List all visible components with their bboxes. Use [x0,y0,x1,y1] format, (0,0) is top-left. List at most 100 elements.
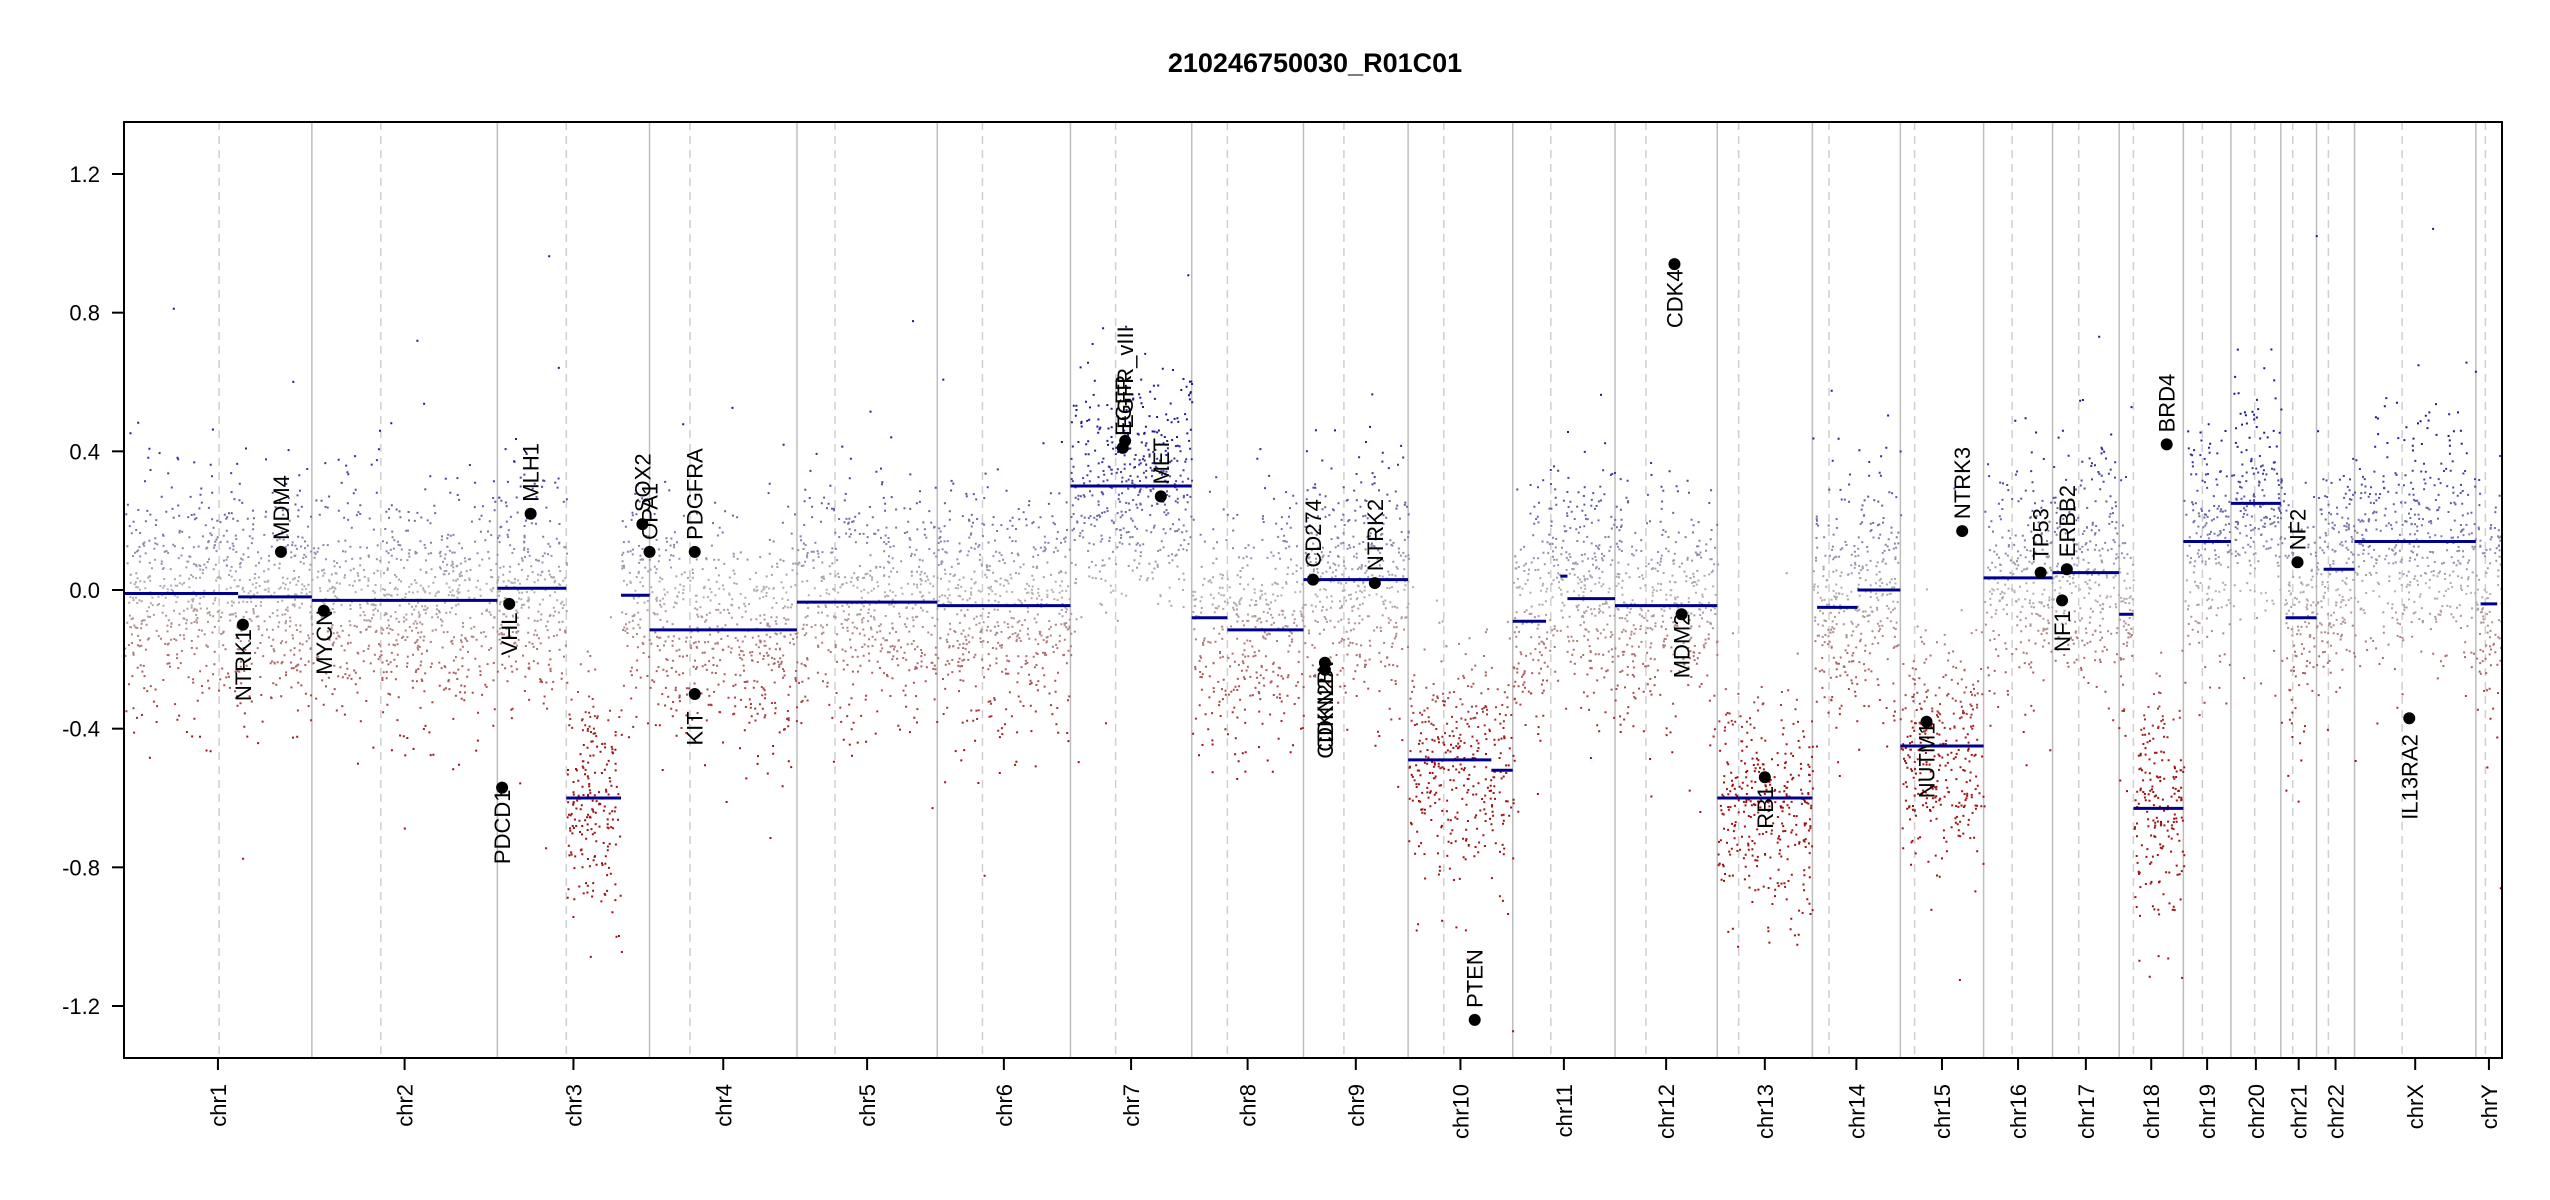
gene-point-NTRK2 [1368,577,1381,590]
gene-label: CD274 [1301,499,1326,567]
probe-points-cluster [219,521,1700,524]
probe-points-cluster [444,477,2476,481]
probe-points-cluster [193,608,2479,612]
y-tick-label: 0.4 [69,439,100,464]
probe-points-cluster [527,575,2058,578]
probe-points-cluster [126,621,2494,625]
probe-points-cluster [133,582,2380,586]
probe-points-cluster [701,651,1696,654]
probe-points-cluster [139,639,2375,643]
probe-points-cluster [158,452,2468,455]
probe-points-cluster [136,549,2464,553]
probe-points-cluster [539,680,1517,684]
probe-points-cluster [141,669,2481,673]
probe-points-cluster [155,518,2424,522]
gene-point-EGFR_vIII [1119,434,1132,447]
probe-points-cluster [180,649,2485,653]
probe-points-cluster [238,482,2427,486]
probe-points-cluster [191,598,2411,602]
y-tick-label: 0.8 [69,301,100,326]
x-tick-label: chr22 [2324,1084,2349,1139]
probe-points-cluster [198,592,2492,596]
probe-points-cluster [228,512,2469,515]
x-tick-label: chr19 [2195,1084,2220,1139]
x-tick-label: chr12 [1654,1084,1679,1139]
probe-points-cluster [829,484,2082,487]
gene-label: MDM4 [269,475,294,540]
probe-points-cluster [2258,455,2261,457]
probe-points-cluster [243,712,1968,715]
probe-points-cluster [519,485,2449,488]
x-tick-label: chr15 [1930,1084,1955,1139]
probe-points-cluster [1208,490,2390,493]
probe-points-cluster [209,463,2244,466]
probe-points-cluster [177,458,2045,461]
probe-points-cluster [243,725,2160,729]
gene-label: PDGFRA [683,448,708,540]
probe-points-cluster [239,701,2206,705]
probe-points-cluster [218,689,2488,692]
probe-points-cluster [511,707,2495,711]
x-tick-label: chrX [2403,1084,2428,1130]
probe-points-cluster [166,662,2381,666]
gene-label: NF1 [2050,610,2075,652]
probe-points-cluster [136,644,2488,647]
probe-points-cluster [1117,450,2243,454]
probe-points-cluster [1355,473,2198,476]
probe-points-cluster [130,617,2485,621]
x-tick-label: chr8 [1236,1084,1261,1127]
probe-points-cluster [331,643,2191,646]
gene-point-NF2 [2291,556,2304,569]
gene-point-MLH1 [524,507,537,520]
probe-points-cluster [196,616,2473,620]
probe-points-cluster [354,455,2502,458]
probe-points-cluster [325,685,2098,689]
probe-points-cluster [513,460,2454,463]
probe-points-cluster [429,522,2476,526]
gene-label: NF2 [2285,509,2310,551]
probe-points-cluster [300,657,2487,661]
probe-points-cluster [241,501,2464,505]
probe-points-cluster [149,579,2419,583]
probe-points-cluster [222,631,2489,635]
gene-label: KIT [683,711,708,745]
gene-label: MDM2 [1670,613,1695,678]
gene-label: MYCN [312,610,337,675]
probe-points-cluster [185,730,2306,734]
probe-points-cluster [1154,448,1157,451]
gene-label: EGFR [1111,375,1136,436]
probe-points-cluster [296,709,2181,712]
probe-points-cluster [278,676,2439,680]
probe-points-cluster [200,500,2456,504]
gene-label: NUTM1 [1915,722,1940,798]
probe-points-cluster [463,698,2293,702]
probe-points-cluster [515,437,1840,441]
probe-points-cluster [139,580,2324,583]
probe-points-cluster [136,716,2181,720]
probe-points-cluster [173,594,2446,598]
probe-points-cluster [276,539,2399,542]
probe-points-cluster [809,469,2467,473]
probe-points-cluster [207,679,1980,683]
probe-points-cluster [139,588,2486,592]
probe-points-cluster [154,536,2501,540]
gene-label: PTEN [1463,949,1488,1008]
probe-points-cluster [431,701,1756,704]
probe-points-cluster [498,496,2381,499]
x-tick-label: chr20 [2244,1084,2269,1139]
probe-points-cluster [272,532,2216,535]
probe-points-cluster [493,708,2479,711]
probe-points-cluster [215,537,2492,541]
x-tick-label: chr18 [2139,1084,2164,1139]
probe-points-cluster [406,737,2155,740]
gene-label: BRD4 [2155,374,2180,433]
probe-points-cluster [155,720,1800,724]
probe-points-cluster [1042,441,2389,445]
probe-points-cluster [136,602,2232,605]
gene-label: CDKN2B [1313,669,1338,758]
probe-points-cluster [126,591,2477,595]
gene-point-CDK4 [1668,258,1681,271]
y-tick-label: 0.0 [69,578,100,603]
probe-points-cluster [191,735,2166,738]
